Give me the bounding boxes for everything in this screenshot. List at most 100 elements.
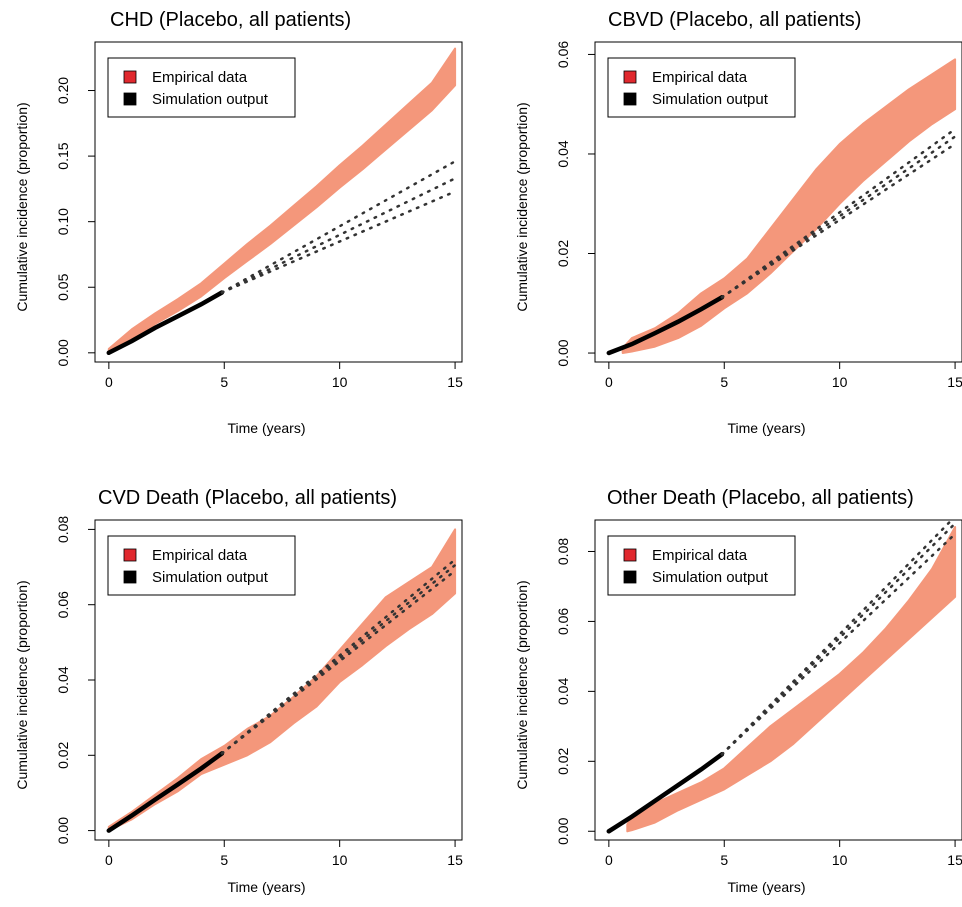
legend-label-simulation: Simulation output — [152, 91, 269, 108]
simulation-projection-line-1 — [220, 160, 457, 294]
y-tick-label: 0.02 — [55, 741, 71, 768]
legend-label-empirical: Empirical data — [652, 547, 748, 564]
legend-box — [107, 535, 296, 596]
legend-label-simulation: Simulation output — [652, 91, 769, 108]
legend-label-simulation: Simulation output — [152, 569, 269, 586]
simulation-line — [106, 751, 225, 833]
simulation-projection-line-2 — [220, 177, 457, 294]
plot-frame — [594, 41, 962, 363]
y-axis-label: Cumulative incidence (proportion) — [14, 102, 30, 311]
legend-swatch-simulation — [123, 92, 137, 106]
plot-frame — [94, 41, 463, 363]
y-tick-label: 0.00 — [555, 339, 571, 366]
x-axis-label: Time (years) — [727, 879, 805, 895]
y-axis-label: Cumulative incidence (proportion) — [514, 102, 530, 311]
simulation-line — [606, 752, 725, 834]
chart-title: CVD Death (Placebo, all patients) — [98, 487, 397, 509]
legend: Empirical data Simulation output — [107, 57, 296, 118]
y-tick-label: 0.06 — [55, 591, 71, 618]
plot-area — [106, 528, 457, 833]
x-tick-label: 15 — [947, 374, 962, 390]
x-tick-label: 10 — [332, 852, 348, 868]
y-tick-label: 0.08 — [555, 538, 571, 565]
legend: Empirical data Simulation output — [607, 535, 796, 596]
y-axis-label: Cumulative incidence (proportion) — [514, 580, 530, 789]
y-axis-label: Cumulative incidence (proportion) — [14, 580, 30, 789]
x-tick-label: 0 — [105, 852, 113, 868]
simulation-projection-line-3 — [720, 532, 957, 756]
y-tick-label: 0.15 — [55, 142, 71, 169]
chart-title: Other Death (Placebo, all patients) — [607, 487, 914, 509]
plot-frame — [594, 519, 962, 841]
x-axis-label: Time (years) — [227, 420, 305, 436]
legend-swatch-simulation — [623, 570, 637, 584]
simulation-line — [106, 290, 225, 356]
simulation-projection-line-2 — [720, 522, 957, 756]
empirical-band — [621, 58, 957, 354]
plot-area — [606, 58, 957, 356]
simulation-projection-line-3 — [220, 190, 457, 294]
legend: Empirical data Simulation output — [607, 57, 796, 118]
plot-area — [606, 520, 957, 834]
legend-swatch-simulation — [623, 92, 637, 106]
legend-label-simulation: Simulation output — [652, 569, 769, 586]
legend: Empirical data Simulation output — [107, 535, 296, 596]
x-tick-label: 0 — [605, 852, 613, 868]
x-tick-label: 15 — [447, 374, 463, 390]
legend-box — [607, 57, 796, 118]
y-tick-label: 0.20 — [55, 77, 71, 104]
y-tick-label: 0.00 — [55, 817, 71, 844]
y-tick-label: 0.10 — [55, 208, 71, 235]
legend-swatch-empirical — [623, 70, 637, 84]
x-tick-label: 0 — [105, 374, 113, 390]
x-tick-label: 5 — [220, 374, 228, 390]
legend-box — [607, 535, 796, 596]
legend-swatch-empirical — [623, 548, 637, 562]
y-tick-label: 0.04 — [555, 678, 571, 705]
legend-label-empirical: Empirical data — [152, 547, 248, 564]
legend-swatch-empirical — [123, 70, 137, 84]
x-tick-label: 5 — [720, 852, 728, 868]
y-tick-label: 0.02 — [555, 747, 571, 774]
y-tick-label: 0.04 — [55, 666, 71, 693]
x-axis-label: Time (years) — [727, 420, 805, 436]
plot-area — [106, 47, 457, 356]
chart-panel-2: CBVD (Placebo, all patients) 0 5 10 15 0.00 0.… — [514, 9, 962, 436]
x-tick-label: 0 — [605, 374, 613, 390]
y-tick-label: 0.04 — [555, 140, 571, 167]
y-tick-label: 0.08 — [55, 516, 71, 543]
x-tick-label: 5 — [720, 374, 728, 390]
legend-box — [107, 57, 296, 118]
y-tick-label: 0.05 — [55, 273, 71, 300]
legend-label-empirical: Empirical data — [152, 69, 248, 86]
simulation-projection-line-3 — [220, 569, 457, 755]
x-tick-label: 15 — [947, 852, 962, 868]
legend-label-empirical: Empirical data — [652, 69, 748, 86]
empirical-band — [626, 526, 957, 833]
simulation-projection-line-1 — [720, 127, 957, 299]
chart-title: CBVD (Placebo, all patients) — [608, 9, 861, 31]
legend-swatch-empirical — [123, 548, 137, 562]
y-tick-label: 0.06 — [555, 41, 571, 68]
chart-panel-3: CVD Death (Placebo, all patients) 0 5 10 15 0… — [14, 487, 463, 895]
simulation-line — [606, 295, 725, 356]
x-tick-label: 15 — [447, 852, 463, 868]
x-tick-label: 10 — [832, 852, 848, 868]
simulation-projection-line-2 — [220, 563, 457, 755]
y-tick-label: 0.06 — [555, 608, 571, 635]
empirical-band — [107, 528, 457, 832]
y-tick-label: 0.00 — [55, 339, 71, 366]
legend-swatch-simulation — [123, 570, 137, 584]
chart-panel-1: CHD (Placebo, all patients) 0 5 10 15 0.00 0.0… — [14, 9, 463, 436]
chart-panel-4: Other Death (Placebo, all patients) 0 5 10 1… — [514, 487, 962, 895]
x-axis-label: Time (years) — [227, 879, 305, 895]
empirical-band — [107, 47, 457, 354]
x-tick-label: 10 — [832, 374, 848, 390]
x-tick-label: 5 — [220, 852, 228, 868]
chart-title: CHD (Placebo, all patients) — [110, 9, 351, 31]
x-tick-label: 10 — [332, 374, 348, 390]
y-tick-label: 0.00 — [555, 817, 571, 844]
y-tick-label: 0.02 — [555, 240, 571, 267]
